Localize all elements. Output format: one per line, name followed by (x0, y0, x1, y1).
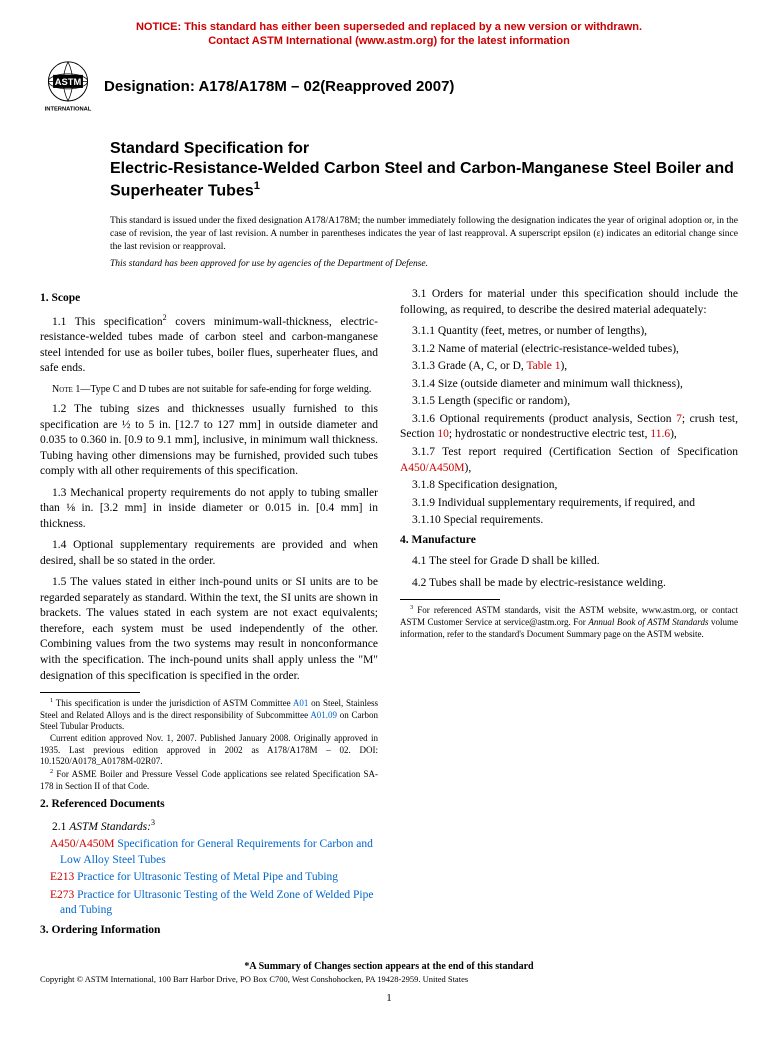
ref1-link[interactable]: A450/A450M (50, 838, 115, 850)
dod-approval: This standard has been approved for use … (110, 259, 738, 269)
document-page: NOTICE: This standard has either been su… (0, 0, 778, 1034)
para-4-1: 4.1 The steel for Grade D shall be kille… (400, 554, 738, 570)
astm-logo-icon: ASTM INTERNATIONAL (40, 59, 96, 115)
fn1a: This specification is under the jurisdic… (53, 698, 293, 708)
ref-a450: A450/A450M Specification for General Req… (40, 837, 378, 868)
i313a: 3.1.3 Grade (A, C, or D, (412, 360, 526, 372)
footnote-3: 3 For referenced ASTM standards, visit t… (400, 604, 738, 640)
sec10-link[interactable]: 10 (437, 428, 449, 440)
para-2-1: 2.1 ASTM Standards:3 (40, 818, 378, 835)
title-main-text: Electric-Resistance-Welded Carbon Steel … (110, 160, 734, 199)
fn1-link-a01[interactable]: A01 (293, 698, 309, 708)
item-3-1-9: 3.1.9 Individual supplementary requireme… (400, 496, 738, 512)
para-4-2: 4.2 Tubes shall be made by electric-resi… (400, 576, 738, 592)
page-number: 1 (40, 992, 738, 1004)
note-1: Note 1—Type C and D tubes are not suitab… (40, 383, 378, 397)
i313b: ), (560, 360, 567, 372)
section-3-head: 3. Ordering Information (40, 923, 378, 939)
svg-text:ASTM: ASTM (55, 77, 82, 87)
item-3-1-3: 3.1.3 Grade (A, C, or D, Table 1), (400, 359, 738, 375)
summary-of-changes: *A Summary of Changes section appears at… (40, 961, 738, 972)
s21l: 2.1 (52, 821, 69, 833)
notice-line1: NOTICE: This standard has either been su… (136, 21, 642, 33)
title-superscript: 1 (254, 180, 260, 192)
table1-link[interactable]: Table 1 (526, 360, 560, 372)
title-prefix: Standard Specification for (110, 139, 738, 159)
a450-link[interactable]: A450/A450M (400, 462, 465, 474)
item-3-1-7: 3.1.7 Test report required (Certificatio… (400, 445, 738, 476)
fn1-link-a0109[interactable]: A01.09 (310, 710, 337, 720)
section-1-head: 1. Scope (40, 291, 378, 307)
right-footnotes: 3 For referenced ASTM standards, visit t… (400, 599, 738, 640)
notice-banner: NOTICE: This standard has either been su… (40, 20, 738, 49)
section-2-head: 2. Referenced Documents (40, 797, 378, 813)
footnote-1b: Current edition approved Nov. 1, 2007. P… (40, 733, 378, 768)
body-columns: 1. Scope 1.1 This specification2 covers … (40, 287, 738, 947)
i316a: 3.1.6 Optional requirements (product ana… (412, 413, 676, 425)
note1-text: Type C and D tubes are not suitable for … (90, 384, 371, 395)
title-main: Electric-Resistance-Welded Carbon Steel … (110, 159, 738, 201)
para-3-1: 3.1 Orders for material under this speci… (400, 287, 738, 318)
ref3-text[interactable]: Practice for Ultrasonic Testing of the W… (60, 889, 373, 917)
svg-text:INTERNATIONAL: INTERNATIONAL (45, 106, 92, 112)
left-footnotes: 1 This specification is under the jurisd… (40, 692, 378, 793)
footnote-2: 2 For ASME Boiler and Pressure Vessel Co… (40, 768, 378, 792)
item-3-1-1: 3.1.1 Quantity (feet, metres, or number … (400, 324, 738, 340)
i317b: ), (465, 462, 472, 474)
copyright-line: Copyright © ASTM International, 100 Barr… (40, 974, 738, 984)
para-1-2: 1.2 The tubing sizes and thicknesses usu… (40, 402, 378, 480)
header-row: ASTM INTERNATIONAL Designation: A178/A17… (40, 59, 738, 115)
para-1-4: 1.4 Optional supplementary requirements … (40, 538, 378, 569)
item-3-1-5: 3.1.5 Length (specific or random), (400, 394, 738, 410)
ref-e213: E213 Practice for Ultrasonic Testing of … (40, 870, 378, 886)
s21i: ASTM Standards: (69, 821, 151, 833)
i316d: ), (670, 428, 677, 440)
s21s: 3 (151, 818, 155, 827)
ref2-text[interactable]: Practice for Ultrasonic Testing of Metal… (74, 871, 338, 883)
footnote-1: 1 This specification is under the jurisd… (40, 697, 378, 733)
item-3-1-6: 3.1.6 Optional requirements (product ana… (400, 412, 738, 443)
i316c: ; hydrostatic or nondestructive electric… (449, 428, 651, 440)
ref-e273: E273 Practice for Ultrasonic Testing of … (40, 888, 378, 919)
ref2-link[interactable]: E213 (50, 871, 74, 883)
notice-line2: Contact ASTM International (www.astm.org… (208, 35, 570, 47)
para-1-3: 1.3 Mechanical property requirements do … (40, 486, 378, 533)
footnote-rule-left (40, 692, 140, 693)
issuance-note: This standard is issued under the fixed … (110, 215, 738, 253)
section-4-head: 4. Manufacture (400, 533, 738, 549)
i317a: 3.1.7 Test report required (Certificatio… (412, 446, 738, 458)
item-3-1-8: 3.1.8 Specification designation, (400, 478, 738, 494)
note1-label: Note 1— (52, 384, 90, 395)
p11a: 1.1 This specification (52, 316, 163, 328)
title-block: Standard Specification for Electric-Resi… (110, 139, 738, 201)
para-1-5: 1.5 The values stated in either inch-pou… (40, 575, 378, 684)
item-3-1-4: 3.1.4 Size (outside diameter and minimum… (400, 377, 738, 393)
item-3-1-10: 3.1.10 Special requirements. (400, 513, 738, 529)
designation-text: Designation: A178/A178M – 02(Reapproved … (104, 78, 454, 95)
fn3i: Annual Book of ASTM Standards (588, 617, 708, 627)
fn2t: For ASME Boiler and Pressure Vessel Code… (40, 769, 378, 791)
item-3-1-2: 3.1.2 Name of material (electric-resista… (400, 342, 738, 358)
para-1-1: 1.1 This specification2 covers minimum-w… (40, 313, 378, 377)
sec116-link[interactable]: 11.6 (650, 428, 670, 440)
ref3-link[interactable]: E273 (50, 889, 74, 901)
footnote-rule-right (400, 599, 500, 600)
